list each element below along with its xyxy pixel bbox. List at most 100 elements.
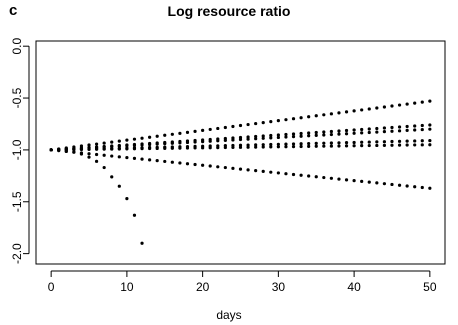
data-point-series-5 [299, 173, 303, 177]
data-point-series-1 [375, 126, 379, 131]
data-point-series-4 [254, 145, 258, 149]
data-point-series-1 [344, 128, 349, 133]
x-tick-label: 40 [347, 280, 361, 294]
data-point-series-3 [291, 142, 296, 146]
data-point-series-2 [148, 142, 152, 147]
data-point-series-5 [185, 162, 190, 166]
data-point-series-0 [397, 103, 402, 107]
data-point-series-4 [238, 145, 243, 149]
data-point-series-5 [420, 185, 424, 190]
data-point-series-0 [208, 127, 212, 132]
data-point-series-0 [284, 118, 288, 122]
y-tick-label: -1.5 [10, 191, 24, 212]
data-point-series-5 [344, 178, 349, 182]
data-point-series-4 [291, 144, 296, 149]
data-point-series-2 [390, 129, 394, 133]
data-point-series-4 [352, 144, 356, 148]
data-point-series-2 [307, 134, 311, 138]
data-point-series-5 [246, 168, 250, 172]
data-point-series-6 [125, 197, 129, 201]
data-point-series-4 [193, 146, 197, 150]
data-point-series-3 [261, 143, 265, 147]
data-point-series-0 [170, 132, 174, 136]
data-point-series-3 [352, 140, 356, 145]
data-point-series-0 [269, 120, 273, 124]
data-point-series-2 [132, 143, 137, 147]
data-point-series-0 [178, 131, 182, 135]
data-point-series-5 [238, 167, 243, 171]
data-point-series-0 [322, 113, 326, 117]
data-point-series-4 [428, 143, 432, 147]
data-point-series-4 [132, 147, 137, 151]
data-point-series-0 [231, 124, 235, 129]
data-point-series-3 [276, 142, 280, 146]
data-point-series-0 [352, 109, 356, 113]
data-point-series-1 [367, 127, 371, 131]
data-point-series-0 [405, 102, 409, 106]
data-point-series-1 [307, 131, 311, 135]
x-axis-label: days [216, 308, 242, 322]
data-point-series-4 [420, 143, 424, 147]
data-point-series-4 [299, 144, 303, 149]
data-point-series-5 [155, 159, 159, 163]
data-point-series-6 [102, 165, 106, 170]
data-point-series-4 [322, 144, 326, 148]
data-point-series-6 [110, 175, 114, 179]
data-point-series-2 [413, 128, 417, 132]
data-point-series-2 [344, 132, 349, 136]
data-point-series-5 [231, 166, 235, 170]
data-point-series-2 [367, 130, 371, 135]
data-point-series-2 [269, 136, 273, 140]
data-point-series-0 [375, 106, 379, 110]
data-point-series-5 [405, 184, 409, 188]
data-point-series-1 [322, 130, 326, 134]
data-point-series-0 [307, 115, 311, 119]
data-point-series-1 [299, 131, 303, 136]
x-tick-label: 30 [272, 280, 286, 294]
data-point-series-5 [125, 155, 129, 160]
data-point-series-0 [110, 140, 114, 144]
data-point-series-0 [420, 100, 424, 104]
data-point-series-4 [344, 144, 349, 148]
data-point-series-1 [337, 129, 341, 133]
data-point-series-1 [390, 125, 394, 130]
data-point-series-4 [390, 143, 394, 147]
data-point-series-0 [261, 121, 265, 125]
data-point-series-3 [420, 139, 424, 143]
data-point-series-4 [329, 144, 333, 148]
axes: 0 10 20 30 40 50 0.0 -0.5 -1.0 -1.5 -2.0 [10, 38, 437, 294]
data-point-series-2 [284, 135, 288, 139]
data-point-series-3 [428, 138, 432, 143]
data-point-series-4 [163, 146, 167, 150]
data-point-series-5 [291, 172, 296, 177]
data-point-series-0 [246, 122, 250, 127]
data-point-series-3 [269, 142, 273, 147]
data-point-series-0 [390, 104, 394, 108]
data-point-series-1 [284, 132, 288, 137]
data-point-series-0 [163, 133, 167, 137]
data-points [49, 99, 432, 245]
data-point-series-4 [87, 147, 91, 151]
data-point-series-0 [428, 99, 432, 103]
data-point-series-2 [238, 137, 243, 142]
data-point-series-6 [87, 155, 91, 159]
data-point-series-4 [413, 143, 417, 147]
data-point-series-5 [261, 169, 265, 173]
data-point-series-4 [276, 145, 280, 149]
data-point-series-6 [49, 148, 53, 152]
data-point-series-0 [413, 101, 417, 105]
data-point-series-6 [57, 148, 61, 152]
data-point-series-4 [360, 144, 364, 148]
data-point-series-5 [314, 175, 318, 179]
data-point-series-5 [360, 179, 364, 183]
data-point-series-0 [102, 141, 106, 145]
data-point-series-4 [216, 146, 220, 150]
data-point-series-4 [307, 144, 311, 148]
data-point-series-1 [276, 133, 280, 137]
data-point-series-1 [314, 130, 318, 135]
data-point-series-0 [360, 108, 364, 112]
data-point-series-3 [329, 141, 333, 145]
data-point-series-0 [125, 138, 129, 142]
data-point-series-3 [360, 140, 364, 144]
data-point-series-4 [337, 144, 341, 148]
